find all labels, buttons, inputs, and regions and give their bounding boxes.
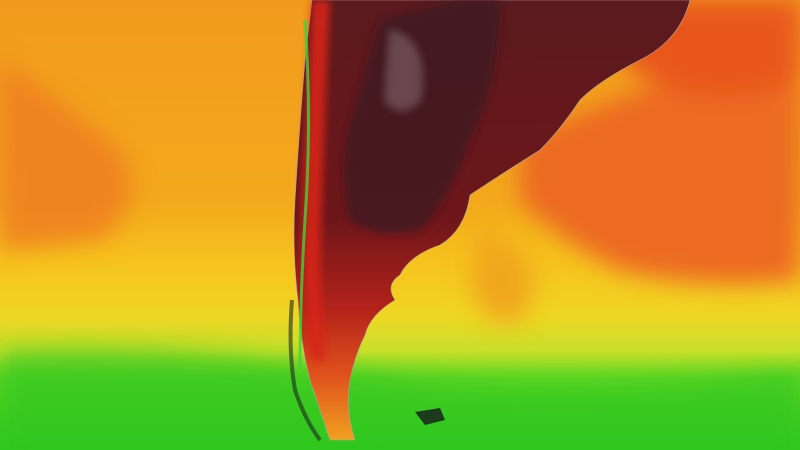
falkland-islands	[415, 408, 445, 425]
heat-core	[302, 0, 500, 360]
chile-coast	[288, 299, 322, 442]
andes-ridge	[298, 19, 310, 371]
